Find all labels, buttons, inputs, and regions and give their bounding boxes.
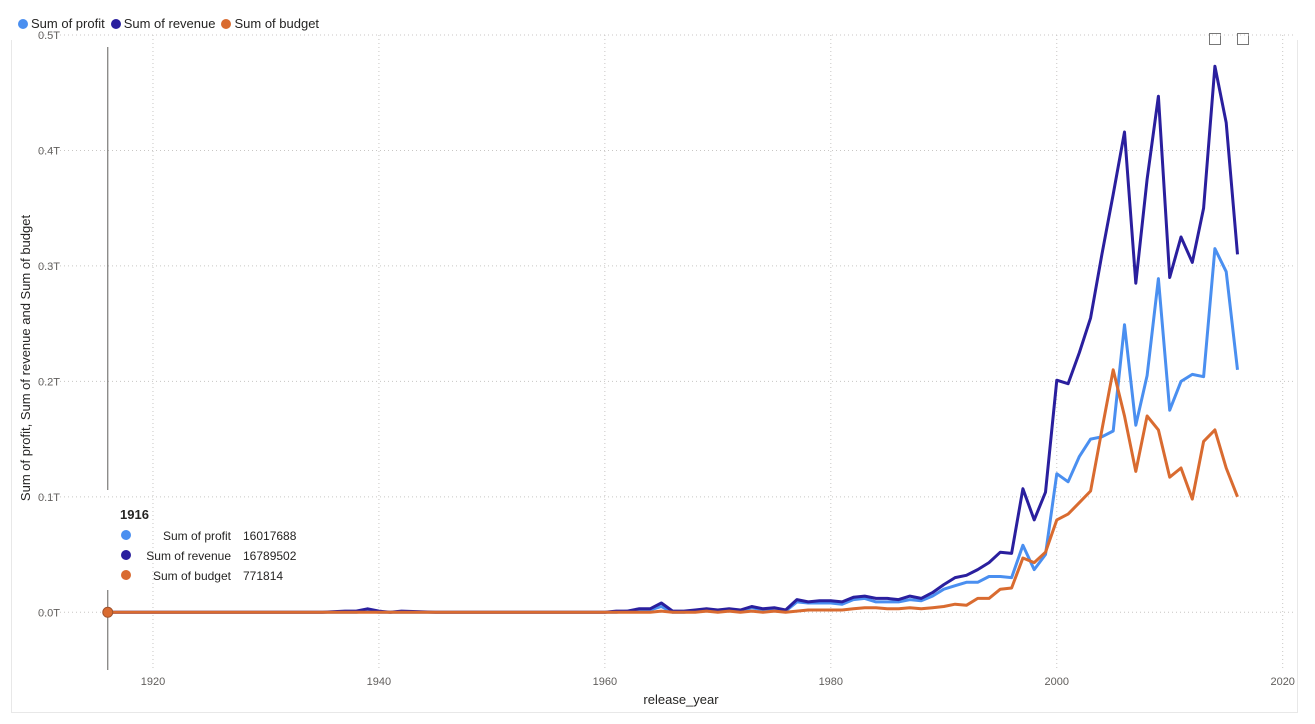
y-axis-ticks: 0.0T 0.1T 0.2T 0.3T 0.4T 0.5T [38, 30, 60, 619]
x-tick-label: 1980 [819, 676, 843, 688]
legend-label-revenue: Sum of revenue [123, 16, 216, 31]
tooltip-label: Sum of budget [153, 569, 232, 583]
focus-mode-icon[interactable] [1208, 33, 1221, 45]
x-axis-ticks: 1920 1940 1960 1980 2000 2020 [141, 676, 1295, 688]
y-tick-label: 0.1T [38, 492, 60, 504]
legend-item-budget[interactable]: Sum of budget [221, 16, 319, 31]
legend-item-revenue[interactable]: Sum of revenue [110, 16, 216, 31]
y-tick-label: 0.4T [38, 145, 60, 157]
hover-point [102, 606, 114, 618]
series-lines [107, 64, 1239, 614]
legend: Sum of profit Sum of revenue Sum of budg… [18, 16, 325, 31]
tooltip-rows: Sum of profit 16017688 Sum of revenue 16789… [121, 529, 297, 583]
tooltip: 1916 Sum of profit 16017688 Sum of revenue… [120, 507, 297, 583]
x-tick-label: 1920 [141, 676, 165, 688]
x-axis-title: release_year [643, 692, 719, 707]
legend-label-budget: Sum of budget [234, 16, 320, 31]
tooltip-dot [121, 530, 131, 540]
y-tick-label: 0.5T [38, 30, 60, 42]
tooltip-dot [121, 570, 131, 580]
tooltip-label: Sum of revenue [146, 549, 231, 563]
y-tick-label: 0.3T [38, 261, 60, 273]
y-tick-label: 0.2T [38, 376, 60, 388]
x-tick-label: 2020 [1270, 676, 1294, 688]
legend-dot-revenue [110, 18, 121, 29]
x-tick-label: 2000 [1045, 676, 1069, 688]
legend-label-profit: Sum of profit [31, 16, 105, 31]
x-tick-label: 1940 [367, 676, 391, 688]
tooltip-value: 16789502 [243, 549, 297, 563]
legend-item-profit[interactable]: Sum of profit [18, 16, 105, 31]
tooltip-year: 1916 [120, 507, 149, 522]
visual-frame [11, 33, 1298, 713]
visual-header-icons [1197, 32, 1249, 50]
tooltip-value: 771814 [243, 569, 283, 583]
x-tick-label: 1960 [593, 676, 617, 688]
legend-dot-profit [18, 18, 28, 29]
series-line-budget[interactable] [107, 368, 1239, 614]
tooltip-dot [121, 550, 131, 560]
tooltip-label: Sum of profit [163, 529, 232, 543]
y-axis-title: Sum of profit, Sum of revenue and Sum of… [18, 215, 33, 502]
legend-dot-budget [221, 18, 232, 29]
more-options-icon[interactable] [1237, 33, 1249, 45]
tooltip-value: 16017688 [243, 529, 297, 543]
y-tick-label: 0.0T [38, 607, 60, 619]
